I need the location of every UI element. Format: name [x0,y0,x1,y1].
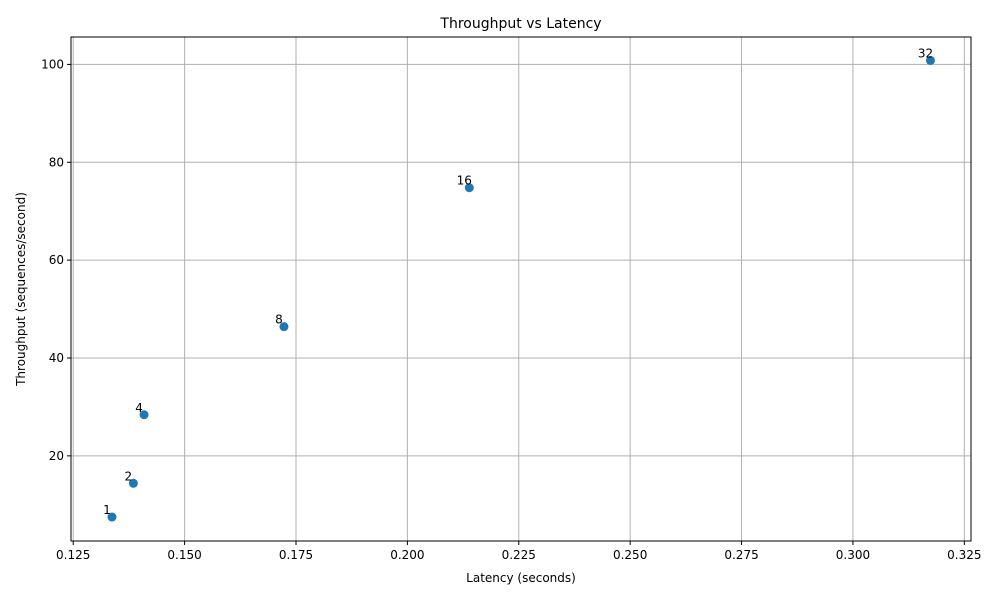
data-point-label: 4 [135,401,143,415]
y-tick-label: 100 [41,57,64,71]
grid [71,37,971,541]
data-point-label: 2 [125,469,133,483]
data-point [139,410,149,420]
data-point-label: 32 [918,46,933,60]
x-axis-label: Latency (seconds) [466,571,576,585]
data-point [107,512,117,522]
data-point [464,183,474,193]
x-tick-label: 0.325 [947,548,981,562]
y-tick-label: 20 [49,449,64,463]
chart-title: Throughput vs Latency [439,16,601,32]
x-tick-label: 0.275 [724,548,758,562]
x-tick-label: 0.250 [613,548,647,562]
x-tick-label: 0.225 [502,548,536,562]
x-tick-label: 0.125 [56,548,90,562]
data-point-label: 1 [103,503,111,517]
data-point-label: 16 [457,174,472,188]
plot-frame [70,36,972,542]
data-point-label: 8 [275,313,283,327]
x-tick-label: 0.150 [167,548,201,562]
y-tick-label: 60 [49,253,64,267]
data-point [279,322,289,332]
x-tick-label: 0.175 [279,548,313,562]
x-tick-label: 0.200 [390,548,424,562]
data-point [128,478,138,488]
data-point [925,55,935,65]
axis-ticks: 0.125 0.150 0.175 0.200 0.225 0.250 0.275 0.300… [41,57,981,562]
y-axis-label: Throughput (sequences/second) [14,192,28,387]
data-points: 1 2 4 8 16 32 [103,46,935,522]
y-tick-label: 80 [49,155,64,169]
y-tick-label: 40 [49,351,64,365]
x-tick-label: 0.300 [836,548,870,562]
